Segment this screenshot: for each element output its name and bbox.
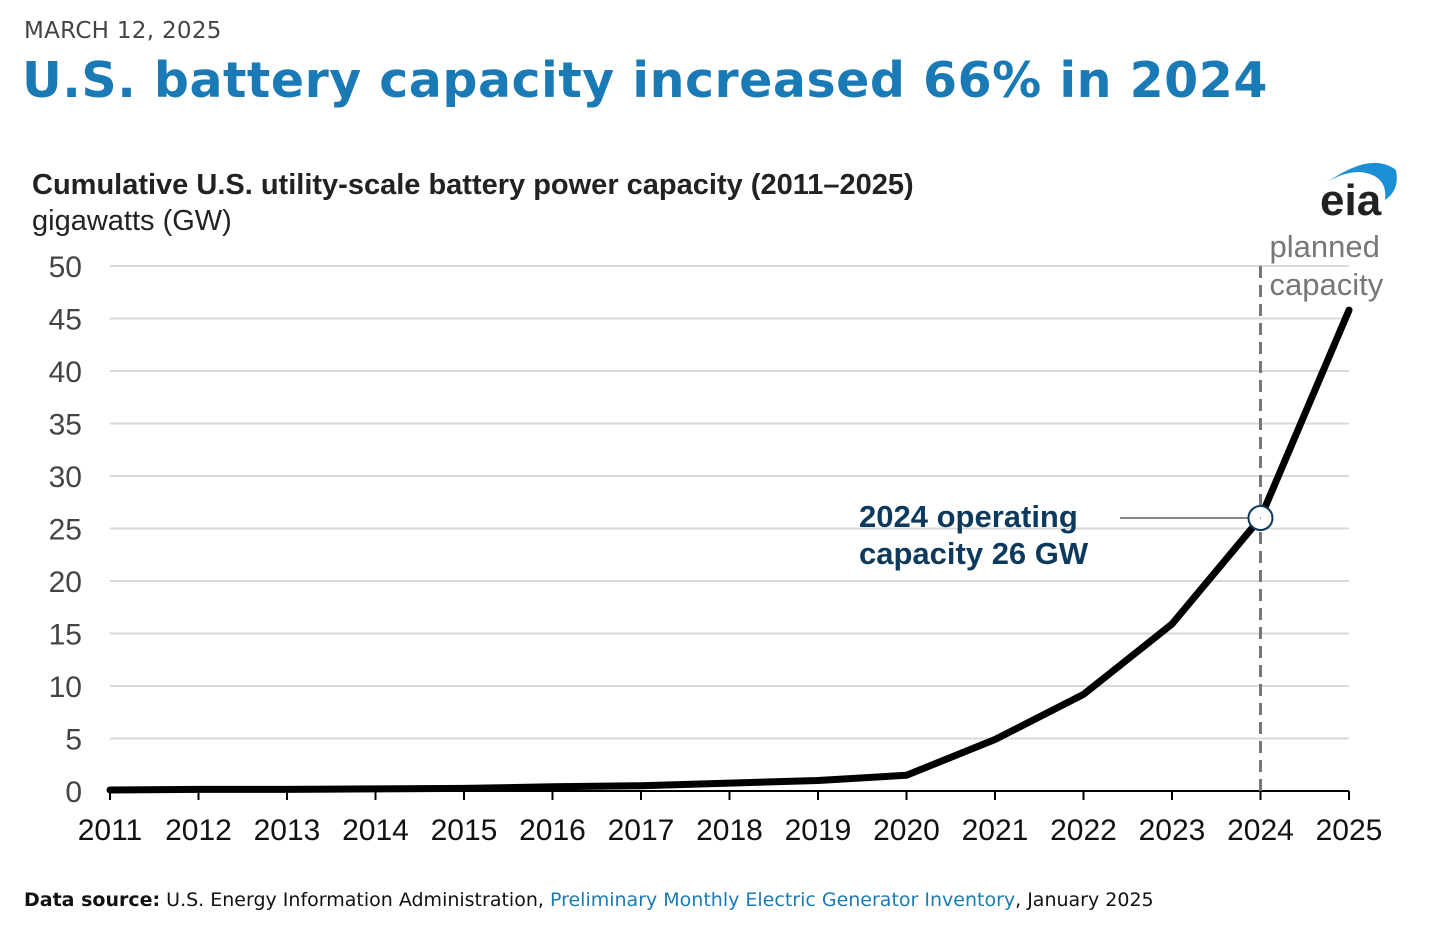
headline: U.S. battery capacity increased 66% in 2… [22,52,1268,109]
x-tick-label: 2012 [165,814,232,847]
data-point [552,786,553,788]
footer-text: U.S. Energy Information Administration, [160,889,550,911]
source-link[interactable]: Preliminary Monthly Electric Generator I… [549,889,1016,911]
y-tick-label: 30 [49,461,82,494]
y-axis-label: gigawatts (GW) [32,205,232,237]
y-tick-label: 5 [65,724,82,757]
x-tick-label: 2025 [1316,814,1383,847]
date: MARCH 12, 2025 [24,18,222,44]
x-tick-label: 2021 [962,814,1029,847]
data-point [198,788,199,790]
x-tick-label: 2013 [254,814,321,847]
x-tick-label: 2020 [873,814,940,847]
x-tick-label: 2016 [519,814,586,847]
y-tick-label: 45 [49,304,82,337]
y-tick-label: 0 [65,776,82,809]
data-source-footer: Data source: U.S. Energy Information Adm… [24,889,1154,911]
data-point [109,789,111,791]
x-tick-label: 2015 [431,814,498,847]
data-point [906,774,907,776]
chart: Cumulative U.S. utility-scale battery po… [32,162,1397,847]
data-point [1171,623,1173,625]
x-tick-label: 2018 [696,814,763,847]
planned-capacity-label-2: capacity [1270,267,1384,302]
data-point [640,785,642,787]
planned-capacity-label: planned [1270,229,1380,264]
y-tick-label: 10 [49,671,82,704]
series-line [106,306,1353,794]
chart-title: Cumulative U.S. utility-scale battery po… [32,169,914,201]
data-point [1083,693,1084,695]
annotation-text-1: 2024 operating [859,499,1078,534]
data-point [286,788,288,790]
annotation-text-2: capacity 26 GW [859,536,1089,571]
x-tick-label: 2023 [1139,814,1206,847]
x-tick-label: 2017 [608,814,675,847]
y-tick-label: 40 [49,356,82,389]
data-point [1348,309,1350,311]
y-tick-label: 20 [49,566,82,599]
y-tick-label: 35 [49,409,82,442]
data-point [375,788,376,790]
y-tick-label: 15 [49,619,82,652]
x-tick-label: 2014 [342,814,409,847]
x-tick-label: 2011 [78,814,143,847]
data-point [1260,517,1261,519]
data-point [994,739,996,741]
eia-logo-arc [1322,162,1397,200]
y-tick-label: 50 [49,251,82,284]
eia-logo: eia [1320,162,1397,225]
data-point [463,787,465,789]
x-tick-label: 2024 [1227,814,1294,847]
eia-logo-text: eia [1320,176,1382,225]
x-tick-label: 2022 [1050,814,1117,847]
y-tick-label: 25 [49,514,82,547]
x-tick-label: 2019 [785,814,852,847]
footer-date: , January 2025 [1015,889,1154,911]
data-point [817,780,819,781]
footer-label: Data source: [24,889,161,911]
data-point [729,782,730,784]
